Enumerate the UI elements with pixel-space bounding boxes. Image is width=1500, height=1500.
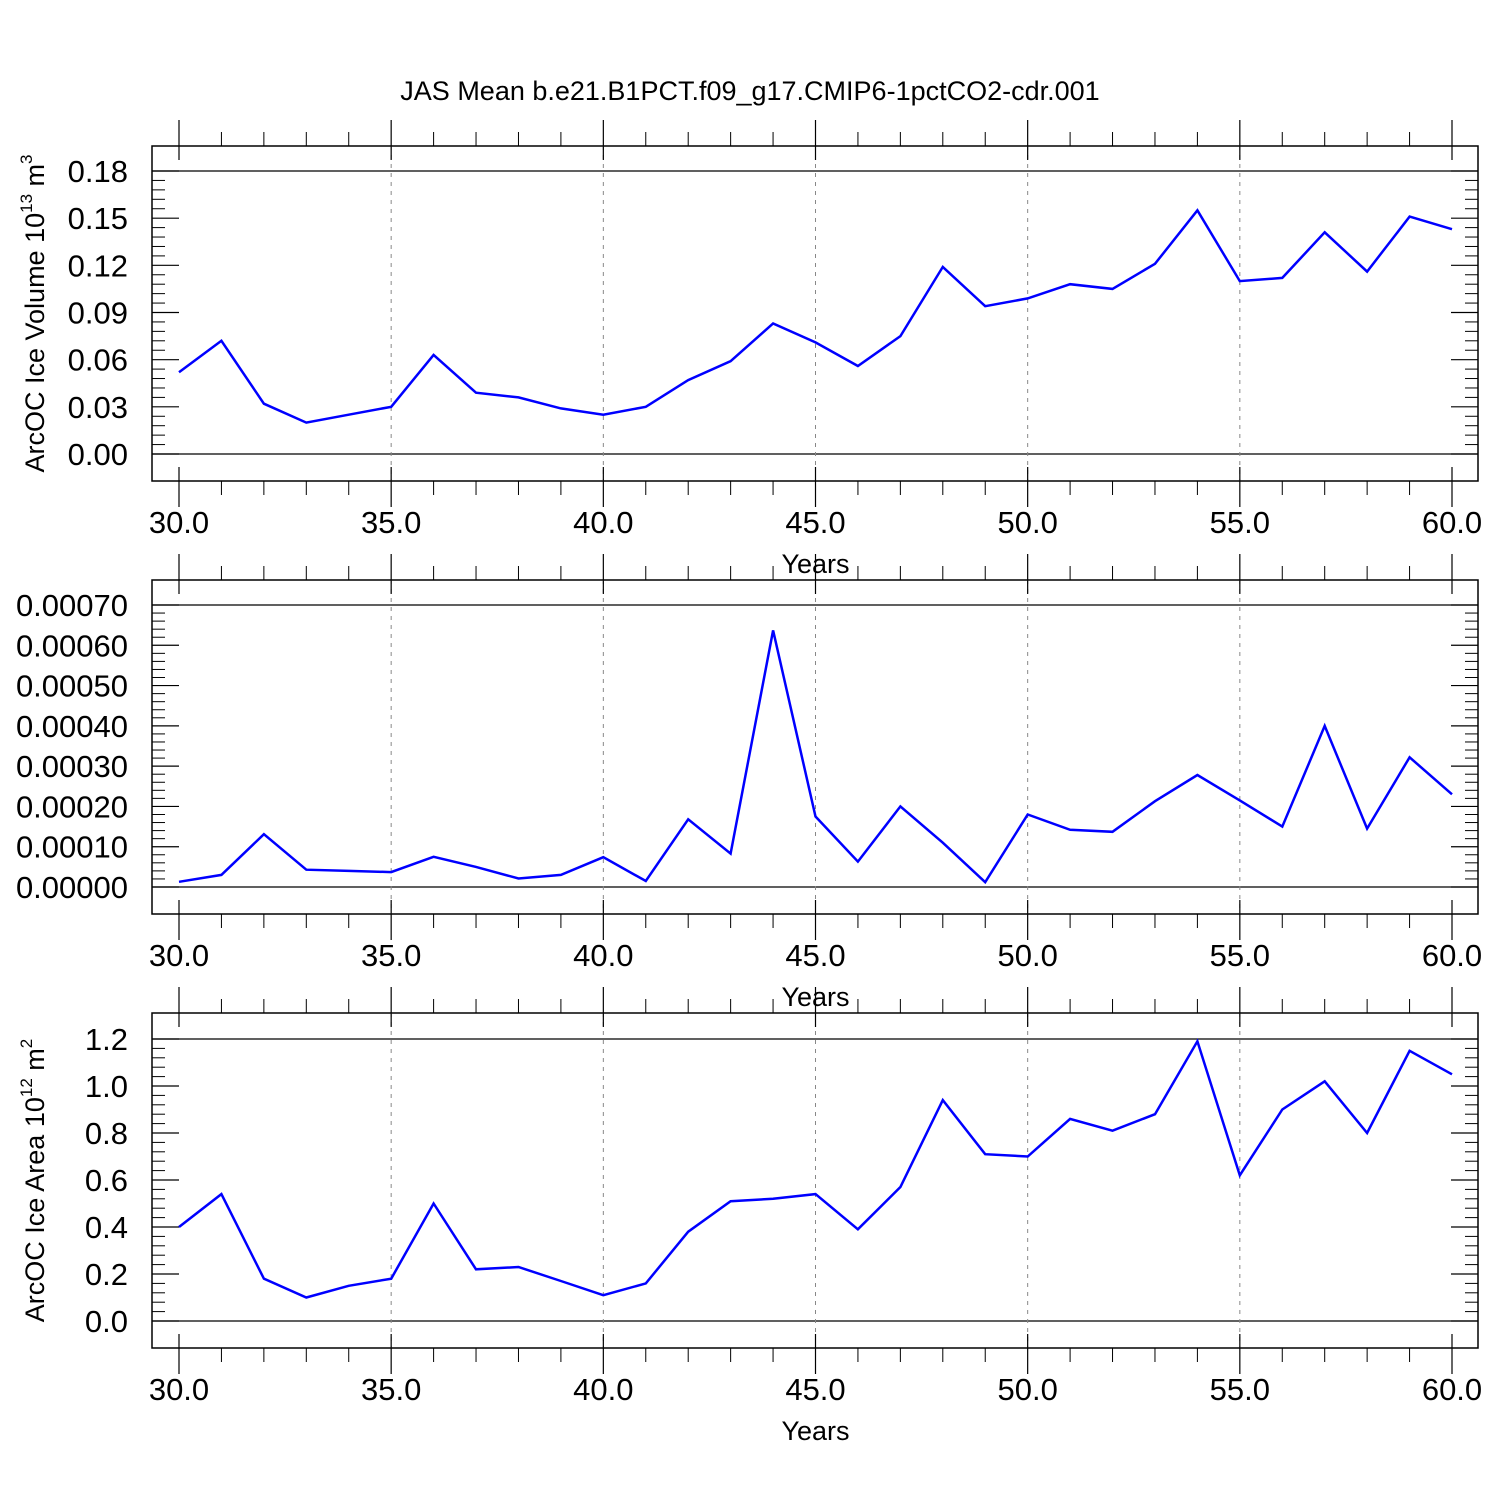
y-tick-label: 0.00070 (16, 588, 128, 623)
chart-title: JAS Mean b.e21.B1PCT.f09_g17.CMIP6-1pctC… (400, 76, 1100, 106)
y-tick-label: 0.06 (68, 343, 128, 378)
x-tick-label: 45.0 (785, 505, 845, 540)
x-tick-label: 55.0 (1210, 1372, 1270, 1407)
x-axis-label: Years (781, 1416, 849, 1446)
y-tick-label: 0.18 (68, 154, 128, 189)
x-tick-label: 35.0 (361, 505, 421, 540)
x-tick-label: 45.0 (785, 938, 845, 973)
y-tick-label: 0.6 (85, 1163, 128, 1198)
y-tick-label: 0.00060 (16, 628, 128, 663)
y-axis-label: ArcOC Ice Area 1012 m2 (17, 1039, 50, 1323)
y-label-exponent: 12 (17, 1078, 36, 1097)
panel-1: 30.0 35.0 40.0 45.0 50.0 55.0 60.0 0.00 0.03 0.06… (17, 120, 1482, 579)
x-tick-label: 50.0 (997, 938, 1057, 973)
y-tick-label: 0.00010 (16, 830, 128, 865)
y-tick-label: 0.15 (68, 201, 128, 236)
plot-frame (151, 145, 1479, 482)
x-tick-label: 40.0 (573, 938, 633, 973)
plot-frame (151, 579, 1479, 915)
y-label-text: ArcOC Ice Area 10 (20, 1097, 50, 1322)
y-tick-label: 0.09 (68, 296, 128, 331)
x-tick-label: 30.0 (149, 1372, 209, 1407)
y-tick-label: 1.2 (85, 1022, 128, 1057)
x-tick-label: 50.0 (997, 505, 1057, 540)
y-tick-label: 0.00030 (16, 749, 128, 784)
y-tick-label: 0.0 (85, 1304, 128, 1339)
y-tick-label: 0.00040 (16, 709, 128, 744)
series-line (178, 208, 1453, 424)
y-tick-label: 0.00050 (16, 669, 128, 704)
panel-2: 30.0 35.0 40.0 45.0 50.0 55.0 60.0 0.00000 0.000… (16, 554, 1482, 1012)
x-tick-label: 55.0 (1210, 505, 1270, 540)
y-tick-label: 0.8 (85, 1116, 128, 1151)
y-tick-label: 0.00000 (16, 870, 128, 905)
y-label-unit-exponent: 2 (17, 1039, 36, 1048)
y-axis-label: ArcOC Ice Volume 1013 m3 (17, 154, 50, 472)
x-tick-label: 60.0 (1422, 505, 1482, 540)
x-tick-label: 45.0 (785, 1372, 845, 1407)
x-tick-label: 50.0 (997, 1372, 1057, 1407)
plot-frame (151, 1012, 1479, 1349)
y-label-unit: m (20, 164, 50, 194)
x-tick-label: 35.0 (361, 1372, 421, 1407)
y-label-exponent: 13 (17, 194, 36, 213)
x-tick-label: 40.0 (573, 505, 633, 540)
y-tick-label: 0.00020 (16, 789, 128, 824)
x-tick-label: 30.0 (149, 938, 209, 973)
y-tick-label: 0.4 (85, 1210, 128, 1245)
y-label-unit-exponent: 3 (17, 154, 36, 163)
y-label-text: ArcOC Ice Volume 10 (20, 213, 50, 473)
x-tick-label: 55.0 (1210, 938, 1270, 973)
x-tick-label: 60.0 (1422, 1372, 1482, 1407)
x-tick-label: 40.0 (573, 1372, 633, 1407)
y-label-unit: m (20, 1048, 50, 1078)
y-tick-label: 1.0 (85, 1069, 128, 1104)
panel-3: 30.0 35.0 40.0 45.0 50.0 55.0 60.0 0.0 0.2 0.4 0.6… (17, 987, 1482, 1446)
y-tick-label: 0.2 (85, 1257, 128, 1292)
x-tick-label: 35.0 (361, 938, 421, 973)
y-tick-label: 0.03 (68, 390, 128, 425)
y-tick-label: 0.00 (68, 437, 128, 472)
y-tick-label: 0.12 (68, 248, 128, 283)
x-tick-label: 60.0 (1422, 938, 1482, 973)
x-tick-label: 30.0 (149, 505, 209, 540)
